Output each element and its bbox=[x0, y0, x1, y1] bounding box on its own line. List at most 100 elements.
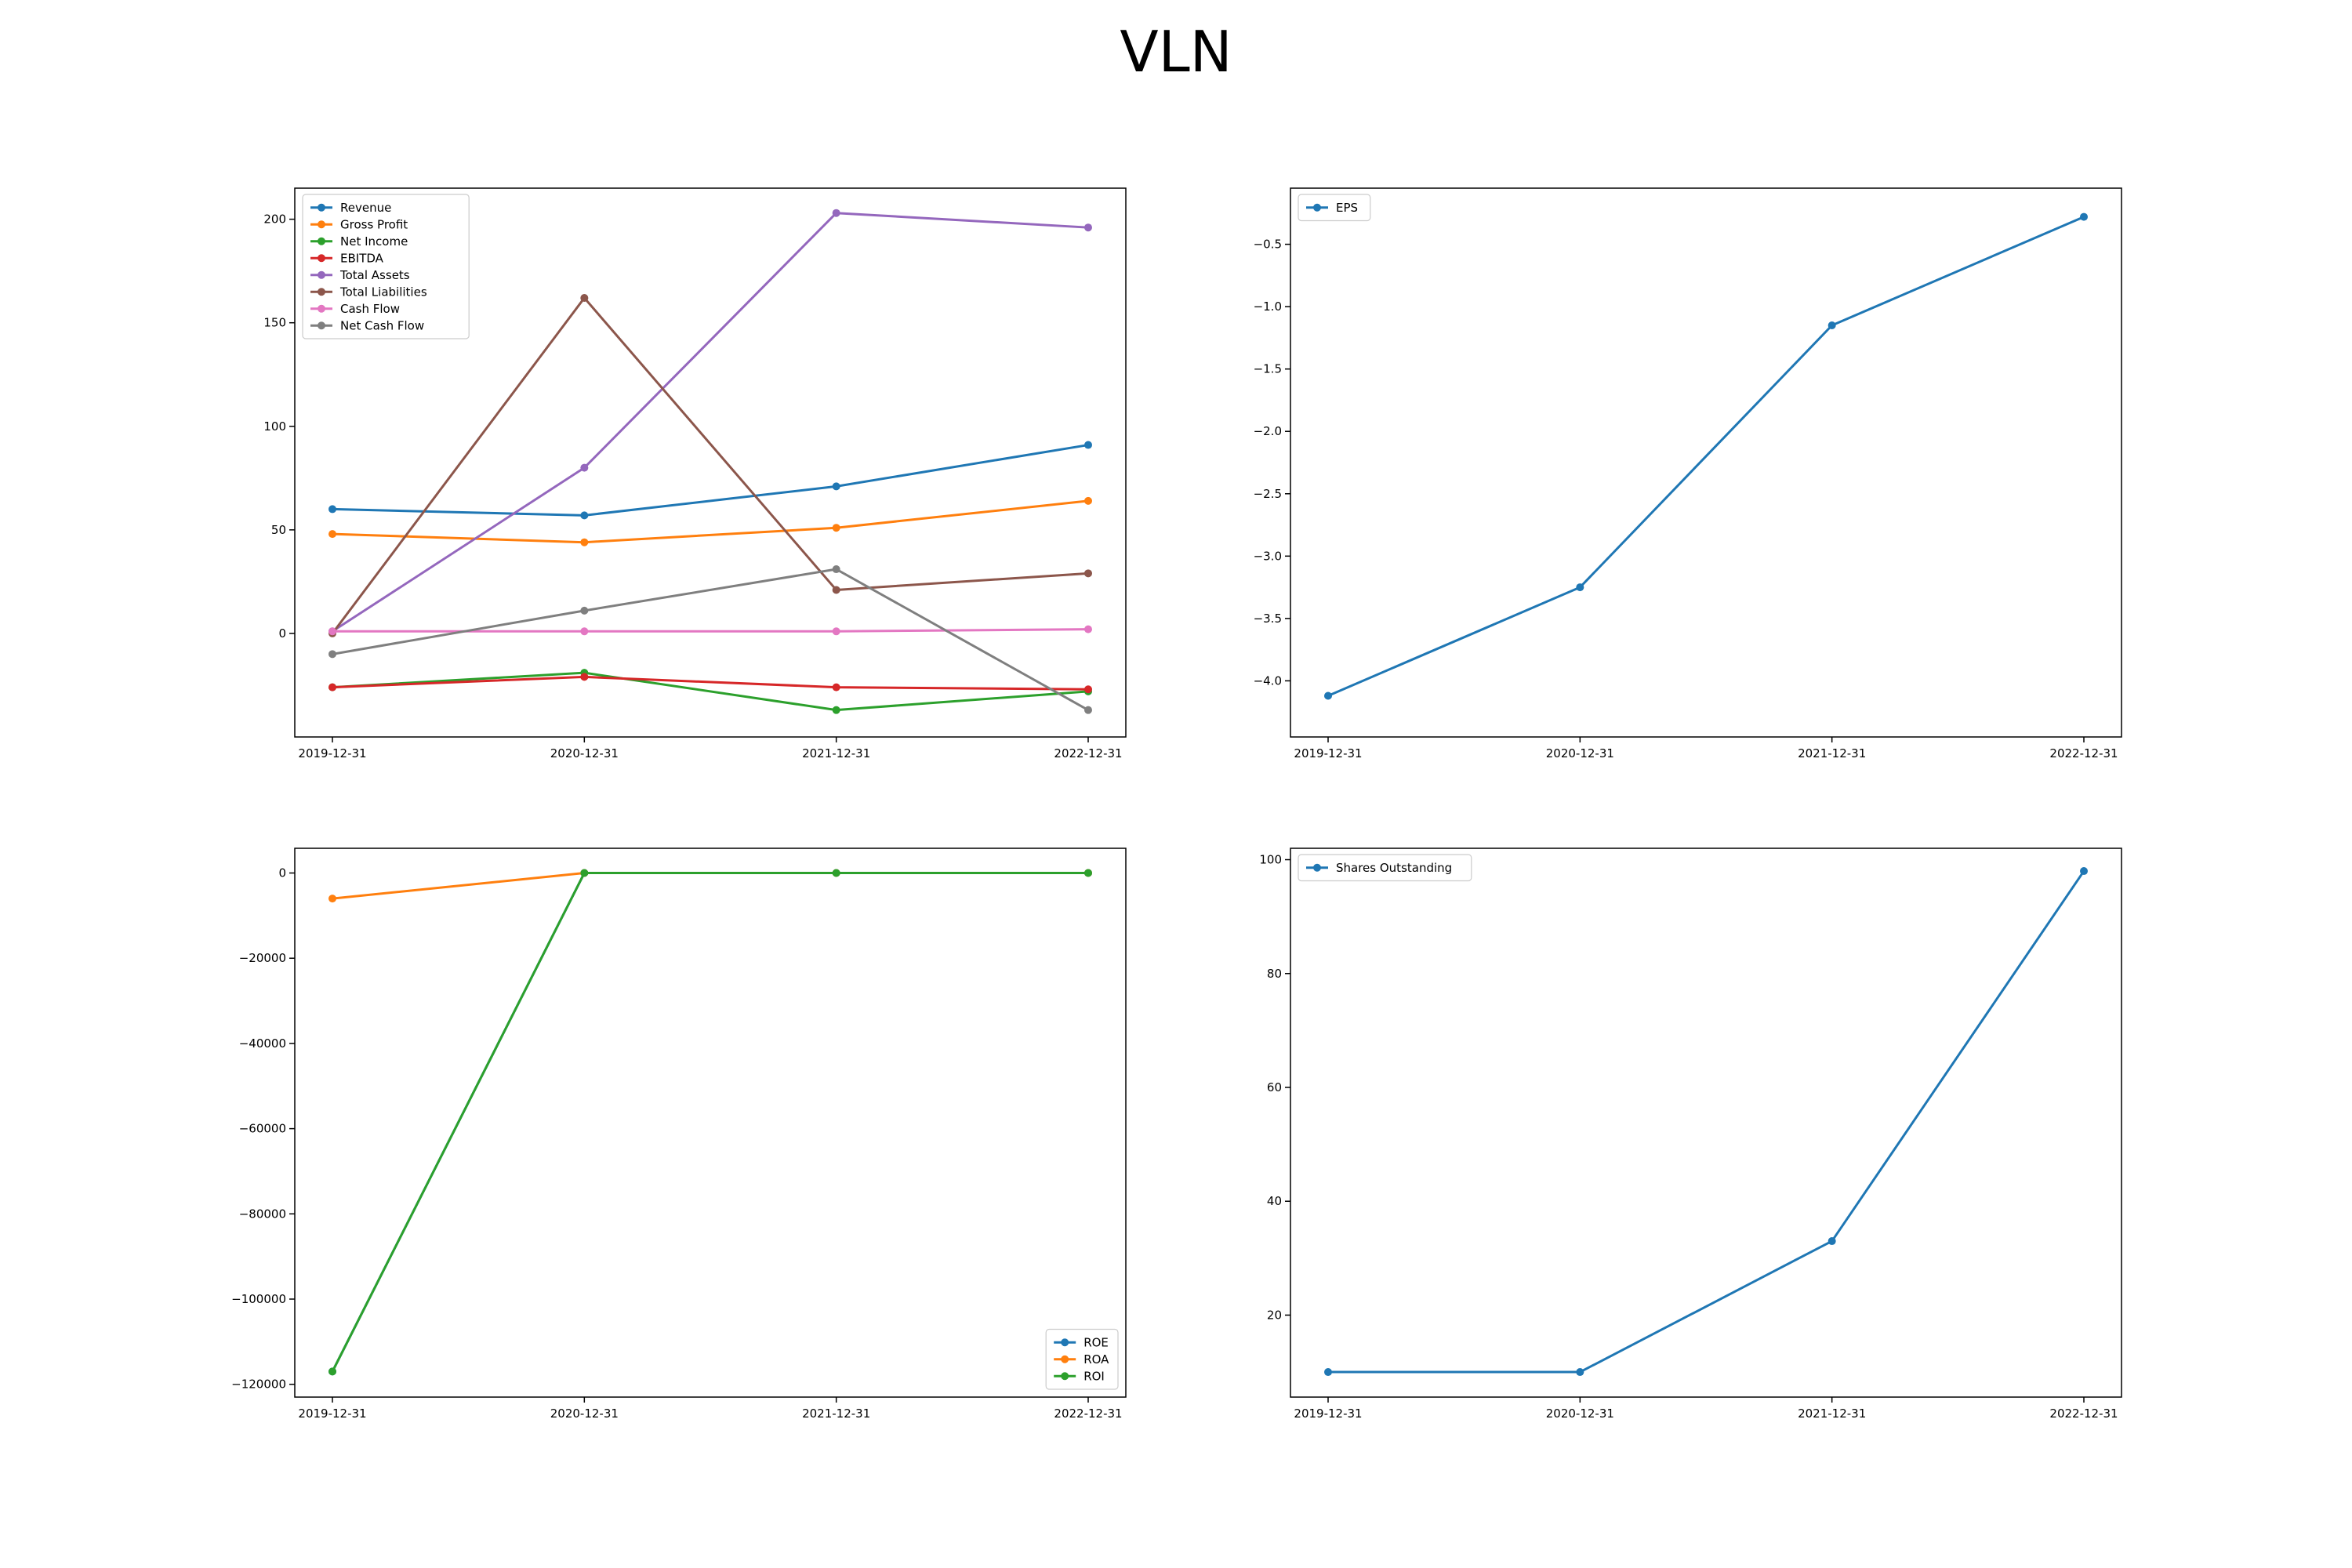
legend-box bbox=[1298, 854, 1472, 882]
x-tick-label: 2020-12-31 bbox=[550, 746, 619, 760]
legend-label: Gross Profit bbox=[340, 217, 408, 231]
data-point bbox=[832, 524, 840, 532]
y-tick-label: −2.0 bbox=[1254, 424, 1282, 438]
series-line-revenue bbox=[332, 444, 1089, 517]
data-point bbox=[1828, 1237, 1836, 1246]
data-point bbox=[580, 606, 589, 615]
y-tick-label: −80000 bbox=[239, 1207, 286, 1221]
legend-marker bbox=[318, 304, 325, 313]
legend: EPS bbox=[1298, 194, 1371, 222]
data-point bbox=[328, 627, 336, 636]
legend-label: Total Liabilities bbox=[339, 285, 427, 299]
data-point bbox=[1828, 321, 1836, 329]
data-point bbox=[2080, 212, 2088, 221]
data-point bbox=[1084, 685, 1092, 694]
data-point bbox=[580, 869, 589, 877]
data-point bbox=[1084, 706, 1092, 714]
data-point bbox=[832, 482, 840, 491]
y-tick-label: 80 bbox=[1267, 967, 1282, 981]
series-line-gross-profit bbox=[332, 499, 1089, 544]
data-point bbox=[580, 511, 589, 520]
legend-label: Revenue bbox=[340, 201, 391, 215]
data-point bbox=[1324, 1368, 1332, 1377]
data-point bbox=[328, 683, 336, 691]
axes-frame bbox=[294, 187, 1127, 738]
data-point bbox=[580, 673, 589, 681]
data-point bbox=[832, 683, 840, 691]
data-point bbox=[1084, 625, 1092, 633]
series-line-total-liabilities bbox=[331, 296, 1089, 634]
x-tick-label: 2022-12-31 bbox=[1054, 1406, 1122, 1421]
financials-panel: 0 50 100 150 200 2019-12-31 2020-12-31 2021-12-… bbox=[263, 187, 1127, 760]
figure-title: VLN bbox=[1120, 19, 1232, 85]
y-tick-label: −3.0 bbox=[1254, 549, 1282, 563]
x-tick-label: 2020-12-31 bbox=[550, 1406, 619, 1421]
y-tick-label: 50 bbox=[271, 523, 286, 537]
data-point bbox=[580, 538, 589, 546]
legend-marker bbox=[1061, 1355, 1069, 1363]
x-tick-label: 2019-12-31 bbox=[298, 746, 366, 760]
data-point bbox=[832, 586, 840, 594]
y-tick-label: −20000 bbox=[239, 951, 286, 965]
data-point bbox=[1576, 583, 1584, 592]
axes-frame bbox=[294, 848, 1127, 1398]
x-tick-label: 2021-12-31 bbox=[1798, 1406, 1866, 1421]
data-point bbox=[1084, 569, 1092, 578]
y-tick-label: 200 bbox=[263, 212, 286, 227]
data-point bbox=[328, 1367, 336, 1376]
data-point bbox=[1084, 223, 1092, 232]
legend-box bbox=[302, 194, 470, 339]
x-tick-label: 2022-12-31 bbox=[2049, 1406, 2118, 1421]
data-point bbox=[2080, 867, 2088, 876]
y-tick-label: −2.5 bbox=[1254, 487, 1282, 501]
series-line-roe bbox=[331, 872, 1088, 1373]
legend-label: Shares Outstanding bbox=[1336, 861, 1452, 875]
legend-marker bbox=[1061, 1338, 1069, 1347]
y-tick-label: 0 bbox=[278, 626, 286, 641]
y-tick-label: −60000 bbox=[239, 1122, 286, 1136]
legend-marker bbox=[318, 254, 325, 263]
y-tick-label: 100 bbox=[1259, 853, 1282, 867]
legend-marker bbox=[318, 288, 325, 296]
y-tick-label: −120000 bbox=[231, 1377, 286, 1392]
data-point bbox=[328, 650, 336, 659]
legend-marker bbox=[318, 321, 325, 330]
data-point bbox=[580, 463, 589, 472]
data-point bbox=[832, 565, 840, 574]
shares-outstanding-panel: 20 40 60 80 100 2019-12-31 2020-12-31 2021-12-3… bbox=[1259, 848, 2122, 1421]
series-line-eps bbox=[1327, 216, 2085, 697]
x-tick-label: 2020-12-31 bbox=[1546, 1406, 1614, 1421]
legend: Shares Outstanding bbox=[1298, 854, 1472, 882]
y-tick-label: 60 bbox=[1267, 1080, 1282, 1094]
returns-panel: 0 −20000 −40000 −60000 −80000 −100000 −120000 2… bbox=[231, 848, 1127, 1421]
x-tick-label: 2021-12-31 bbox=[1798, 746, 1866, 760]
data-point bbox=[1576, 1368, 1584, 1377]
legend-marker bbox=[1313, 203, 1321, 212]
series-line-ebitda bbox=[332, 675, 1089, 691]
legend-marker bbox=[1313, 863, 1321, 872]
data-point bbox=[1324, 691, 1332, 700]
legend-label: ROI bbox=[1083, 1369, 1105, 1383]
axes-frame bbox=[1290, 187, 2122, 738]
series-line-roa bbox=[332, 872, 1088, 900]
y-tick-label: 20 bbox=[1267, 1308, 1282, 1322]
legend-label: Cash Flow bbox=[340, 302, 400, 316]
legend-label: EBITDA bbox=[340, 251, 384, 265]
x-tick-label: 2021-12-31 bbox=[802, 746, 870, 760]
data-point bbox=[328, 505, 336, 514]
legend: ROE ROA ROI bbox=[1045, 1328, 1119, 1390]
x-tick-label: 2022-12-31 bbox=[2049, 746, 2118, 760]
x-tick-label: 2022-12-31 bbox=[1054, 746, 1122, 760]
legend-marker bbox=[318, 203, 325, 212]
x-tick-label: 2021-12-31 bbox=[802, 1406, 870, 1421]
data-point bbox=[1084, 869, 1092, 877]
legend-label: EPS bbox=[1336, 201, 1358, 215]
y-tick-label: −0.5 bbox=[1254, 238, 1282, 252]
data-point bbox=[1084, 496, 1092, 505]
data-point bbox=[832, 209, 840, 217]
y-tick-label: −40000 bbox=[239, 1036, 286, 1051]
data-point bbox=[1084, 441, 1092, 449]
legend-box bbox=[1298, 194, 1371, 222]
legend-label: Net Income bbox=[340, 234, 408, 249]
legend-label: Total Assets bbox=[339, 268, 410, 282]
